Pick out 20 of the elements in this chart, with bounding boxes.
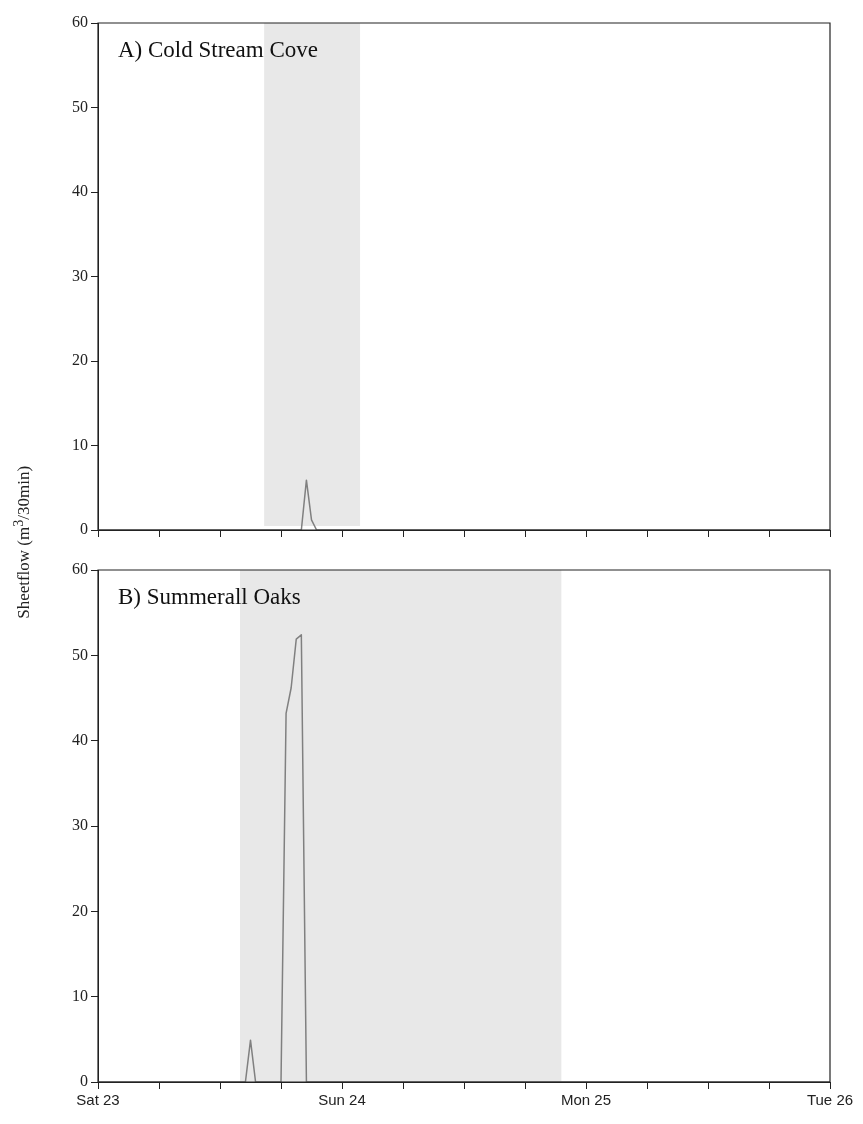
x-tick-label: Tue 26 bbox=[806, 1091, 854, 1109]
text: A) Cold Stream Cove bbox=[118, 36, 318, 62]
y-tick-label: 60 bbox=[72, 13, 88, 31]
y-tick-label: 40 bbox=[72, 730, 88, 748]
y-tick-label: 40 bbox=[72, 182, 88, 200]
y-tick-label: 10 bbox=[72, 986, 88, 1004]
y-tick-label: 20 bbox=[72, 351, 88, 369]
x-tick-label: Mon 25 bbox=[560, 1091, 612, 1109]
x-tick-label: Sat 23 bbox=[76, 1091, 120, 1109]
y-tick-label: 0 bbox=[80, 520, 88, 538]
y-tick-label: 30 bbox=[72, 266, 88, 284]
y-tick-label: 0 bbox=[80, 1072, 88, 1090]
y-tick-label: 50 bbox=[72, 97, 88, 115]
y-tick-label: 20 bbox=[72, 901, 88, 919]
x-tick-label: Sun 24 bbox=[318, 1091, 366, 1109]
y-tick-label: 30 bbox=[72, 816, 88, 834]
text: B) Summerall Oaks bbox=[118, 583, 301, 609]
y-tick-label: 60 bbox=[72, 560, 88, 578]
y-tick-label: 50 bbox=[72, 645, 88, 663]
y-tick-label: 10 bbox=[72, 435, 88, 453]
